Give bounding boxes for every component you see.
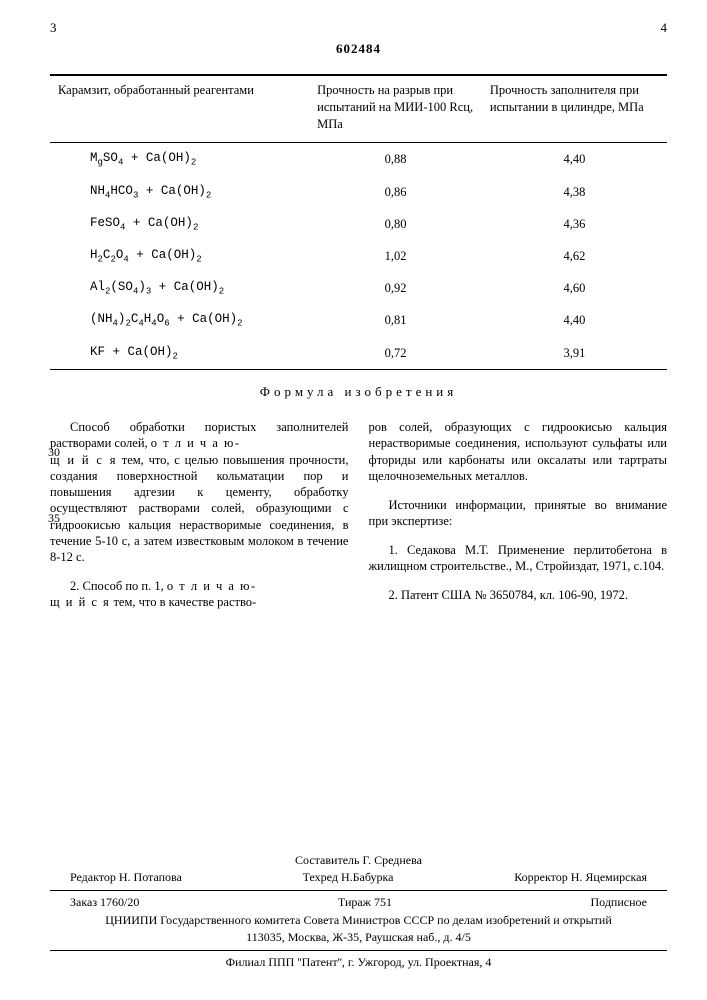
line-number-30: 30 (28, 445, 60, 461)
footer: Составитель Г. Среднева Редактор Н. Пота… (50, 853, 667, 971)
table-row: (NH4)2C4H4O6 + Ca(OH)20,814,40 (50, 304, 667, 336)
claim-2: 2. Способ по п. 1, о т л и ч а ю- щ и й … (50, 578, 349, 611)
organization: ЦНИИПИ Государственного комитета Совета … (50, 913, 667, 929)
body-columns: Способ обработки пористых заполнителей р… (50, 407, 667, 623)
sources-title: Источники информации, принятые во вниман… (369, 497, 668, 530)
right-p1: ров солей, образующих с гидроокисью каль… (369, 419, 668, 484)
order-number: Заказ 1760/20 (70, 895, 139, 911)
value-1-cell: 0,92 (309, 272, 482, 304)
value-1-cell: 1,02 (309, 240, 482, 272)
value-1-cell: 0,81 (309, 304, 482, 336)
reagent-cell: MgSO4 + Ca(OH)2 (50, 143, 309, 175)
line-number-35: 35 (28, 511, 60, 527)
value-2-cell: 4,60 (482, 272, 667, 304)
table-row: NH4HCO3 + Ca(OH)20,864,38 (50, 176, 667, 208)
value-2-cell: 4,40 (482, 304, 667, 336)
reagent-cell: Al2(SO4)3 + Ca(OH)2 (50, 272, 309, 304)
reagent-cell: KF + Ca(OH)2 (50, 337, 309, 369)
editor: Редактор Н. Потапова (70, 870, 182, 886)
subscript: Подписное (591, 895, 648, 911)
value-1-cell: 0,86 (309, 176, 482, 208)
corrector: Корректор Н. Яцемирская (514, 870, 647, 886)
col-header-2: Прочность на разрыв при испытаний на МИИ… (309, 76, 482, 143)
value-2-cell: 3,91 (482, 337, 667, 369)
table-row: H2C2O4 + Ca(OH)21,024,62 (50, 240, 667, 272)
filial: Филиал ППП ''Патент'', г. Ужгород, ул. П… (50, 955, 667, 971)
value-1-cell: 0,72 (309, 337, 482, 369)
page-number-right: 4 (661, 20, 668, 37)
data-table-body: MgSO4 + Ca(OH)20,884,40NH4HCO3 + Ca(OH)2… (50, 143, 667, 368)
value-2-cell: 4,40 (482, 143, 667, 175)
formula-title: Формула изобретения (50, 384, 667, 401)
value-1-cell: 0,88 (309, 143, 482, 175)
left-column: Способ обработки пористых заполнителей р… (50, 407, 349, 623)
table-row: Al2(SO4)3 + Ca(OH)20,924,60 (50, 272, 667, 304)
value-1-cell: 0,80 (309, 208, 482, 240)
reference-2: 2. Патент США № 3650784, кл. 106-90, 197… (369, 587, 668, 603)
tirazh: Тираж 751 (338, 895, 392, 911)
col-header-1: Карамзит, обработанный реагентами (50, 76, 309, 143)
table-row: KF + Ca(OH)20,723,91 (50, 337, 667, 369)
reagent-cell: (NH4)2C4H4O6 + Ca(OH)2 (50, 304, 309, 336)
techred: Техред Н.Бабурка (303, 870, 394, 886)
org-address: 113035, Москва, Ж-35, Раушская наб., д. … (50, 930, 667, 946)
reagent-cell: H2C2O4 + Ca(OH)2 (50, 240, 309, 272)
reagent-cell: NH4HCO3 + Ca(OH)2 (50, 176, 309, 208)
value-2-cell: 4,36 (482, 208, 667, 240)
reference-1: 1. Седакова М.Т. Применение перлитобетон… (369, 542, 668, 575)
page-number-left: 3 (50, 20, 57, 37)
compiler-line: Составитель Г. Среднева (50, 853, 667, 869)
data-table: Карамзит, обработанный реагентами Прочно… (50, 76, 667, 143)
table-row: FeSO4 + Ca(OH)20,804,36 (50, 208, 667, 240)
right-column: ров солей, образующих с гидроокисью каль… (369, 407, 668, 623)
value-2-cell: 4,62 (482, 240, 667, 272)
table-bottom-border (50, 369, 667, 370)
reagent-cell: FeSO4 + Ca(OH)2 (50, 208, 309, 240)
col-header-3: Прочность заполнителя при испытании в ци… (482, 76, 667, 143)
table-row: MgSO4 + Ca(OH)20,884,40 (50, 143, 667, 175)
document-number: 602484 (50, 41, 667, 58)
value-2-cell: 4,38 (482, 176, 667, 208)
claim-1: Способ обработки пористых заполнителей р… (50, 419, 349, 565)
